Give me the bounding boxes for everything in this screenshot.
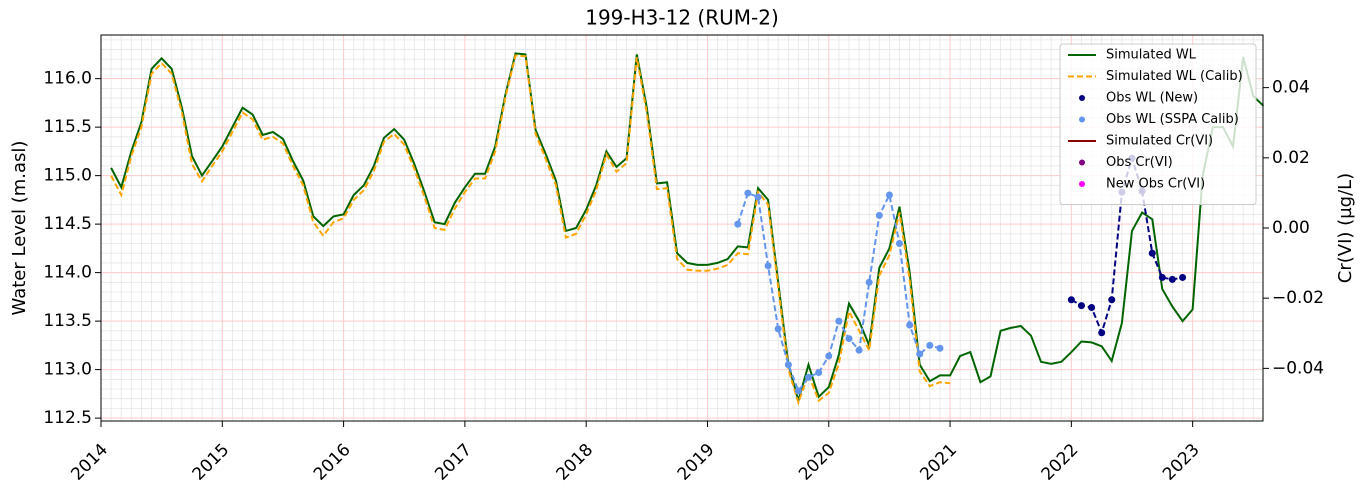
- x-tick-label: 2023: [1159, 440, 1204, 485]
- data-point: [906, 321, 914, 329]
- legend-marker: [1079, 159, 1085, 166]
- data-point: [805, 373, 813, 381]
- data-point: [835, 317, 843, 325]
- data-point: [764, 262, 772, 270]
- data-point: [1088, 304, 1096, 312]
- y-tick-label: 113.5: [43, 311, 92, 331]
- legend-label: Simulated WL: [1106, 48, 1197, 63]
- data-point: [845, 335, 853, 343]
- x-tick-label: 2021: [916, 440, 961, 485]
- x-tick-label: 2020: [795, 440, 840, 485]
- y-tick-label: 116.0: [43, 69, 92, 89]
- y2-tick-label: 0.00: [1272, 218, 1310, 238]
- legend-label: Obs WL (SSPA Calib): [1106, 112, 1239, 127]
- data-point: [916, 350, 924, 358]
- data-point: [1077, 302, 1085, 310]
- y-tick-label: 115.0: [43, 166, 92, 186]
- legend-marker: [1079, 116, 1085, 123]
- x-tick-label: 2014: [67, 440, 112, 485]
- x-tick-label: 2022: [1038, 440, 1083, 485]
- data-point: [885, 191, 893, 199]
- y2-tick-label: −0.02: [1272, 288, 1324, 308]
- legend-label: Simulated WL (Calib): [1106, 69, 1243, 84]
- data-point: [1148, 249, 1156, 257]
- data-point: [936, 344, 944, 352]
- y-axis-label: Water Level (m.asl): [9, 141, 30, 316]
- data-point: [1108, 296, 1116, 304]
- legend: Simulated WL Simulated WL (Calib) Obs WL (…: [1059, 43, 1257, 205]
- data-point: [784, 361, 792, 369]
- data-point: [754, 193, 762, 201]
- legend-label: New Obs Cr(VI): [1106, 177, 1205, 192]
- data-point: [794, 387, 802, 395]
- legend-box: [1059, 43, 1257, 205]
- data-point: [1158, 273, 1166, 281]
- legend-marker: [1079, 181, 1085, 187]
- data-point: [865, 278, 873, 286]
- series-line: [110, 52, 1265, 405]
- data-point: [855, 346, 863, 354]
- y-tick-label: 114.0: [43, 263, 92, 283]
- plot-frame: [100, 34, 1264, 422]
- data-point: [734, 220, 742, 228]
- y2-axis-label: Cr(VI) (µg/L): [1335, 173, 1356, 283]
- data-point: [1168, 275, 1176, 283]
- legend-marker: [1079, 95, 1085, 101]
- y2-tick-label: 0.02: [1272, 148, 1310, 168]
- data-point: [875, 211, 883, 219]
- data-point: [825, 352, 833, 360]
- x-tick-label: 2016: [310, 440, 355, 485]
- legend-label: Obs WL (New): [1106, 91, 1198, 106]
- data-point: [774, 325, 782, 333]
- data-point: [895, 240, 903, 248]
- y-tick-label: 114.5: [43, 214, 92, 234]
- x-tick-label: 2018: [553, 440, 598, 485]
- x-tick-label: 2019: [674, 440, 719, 485]
- x-tick-label: 2017: [431, 440, 476, 485]
- y2-tick-label: 0.04: [1272, 78, 1310, 98]
- y-tick-label: 112.5: [43, 408, 92, 428]
- data-point: [926, 341, 934, 349]
- y2-tick-label: −0.04: [1272, 358, 1324, 378]
- y-tick-label: 113.0: [43, 360, 92, 380]
- data-point: [1179, 273, 1187, 281]
- x-tick-label: 2015: [189, 440, 234, 485]
- chart-title: 199-H3-12 (RUM-2): [585, 6, 779, 30]
- data-point: [1067, 296, 1075, 304]
- y-tick-label: 115.5: [43, 117, 92, 137]
- data-point: [744, 189, 752, 197]
- legend-label: Simulated Cr(VI): [1106, 134, 1213, 149]
- data-point: [815, 369, 823, 377]
- data-point: [1098, 329, 1106, 337]
- legend-label: Obs Cr(VI): [1106, 155, 1173, 170]
